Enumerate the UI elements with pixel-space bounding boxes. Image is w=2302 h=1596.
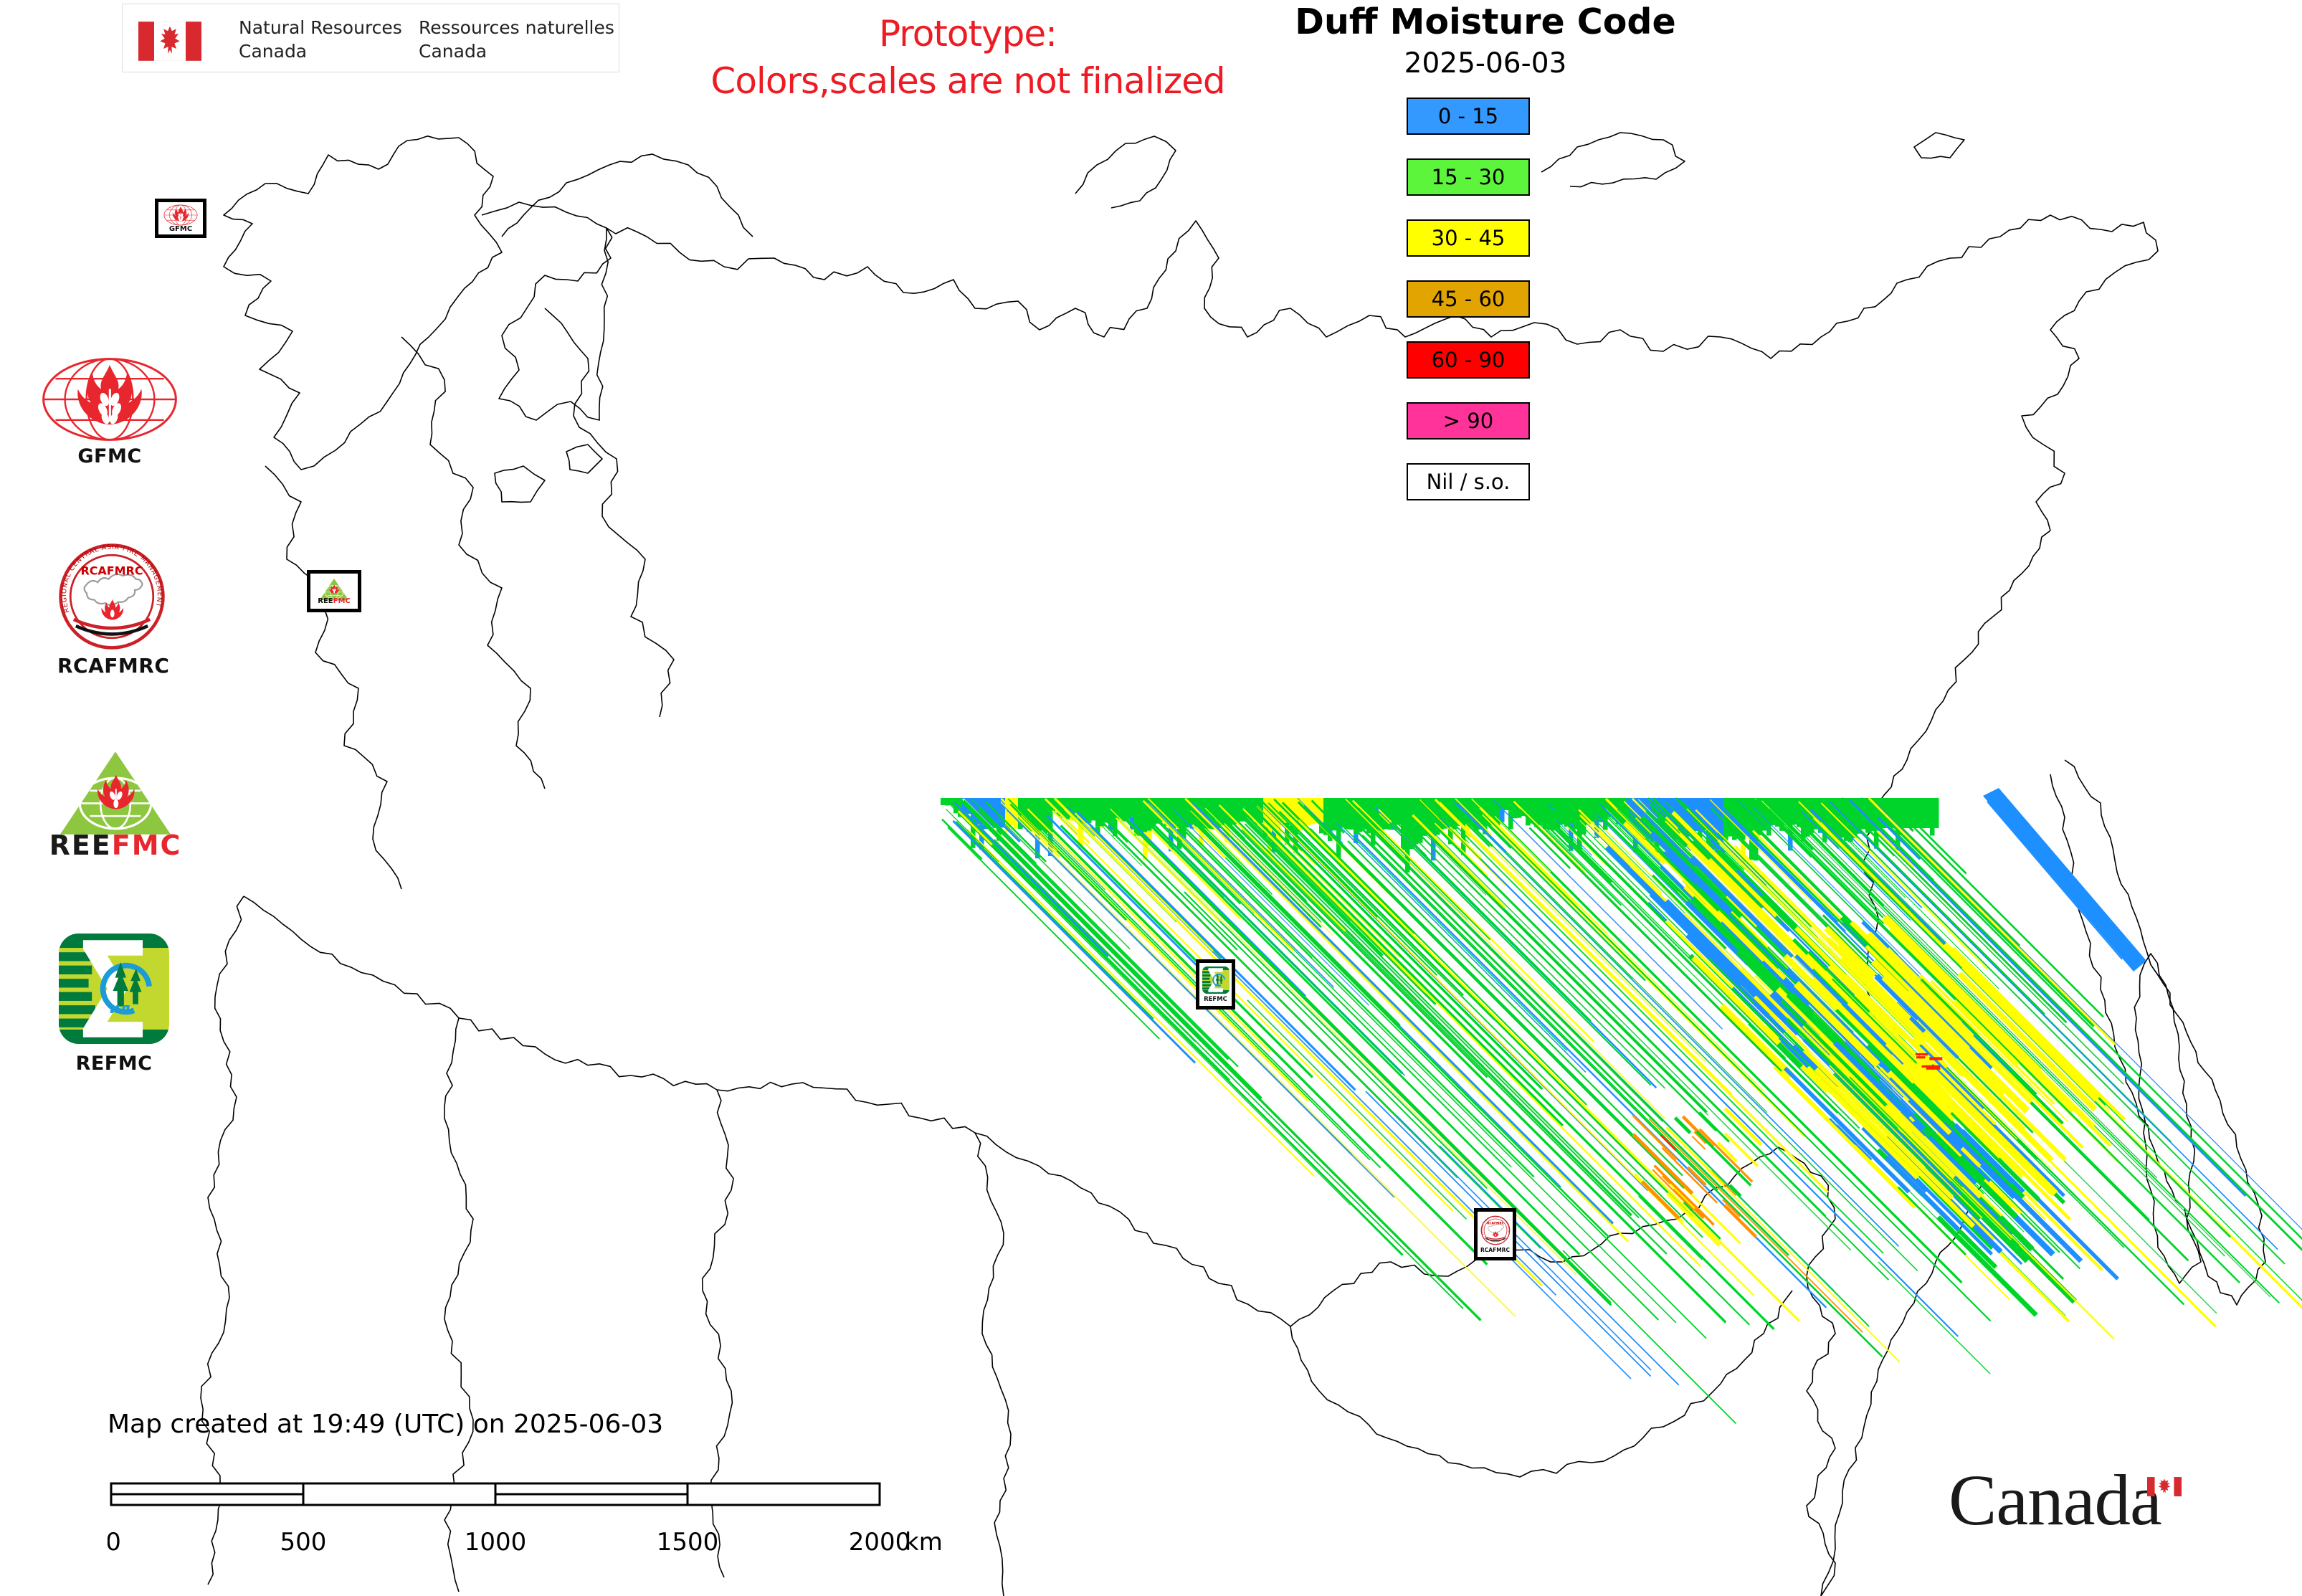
nrcan-signature: Natural Resources Canada Ressources natu… — [122, 4, 619, 72]
canada-wordmark-flag-icon — [2147, 1477, 2182, 1496]
reefmc-wordmark-black: REE — [49, 830, 112, 861]
legend-item-nil: Nil / s.o. — [1407, 463, 1530, 500]
dmc-raster-layer — [941, 788, 2302, 1425]
prototype-warning: Prototype: Colors,scales are not finaliz… — [681, 10, 1255, 105]
gfmc-marker-icon — [162, 204, 199, 226]
refmc-sigma-icon — [56, 934, 172, 1044]
nrcan-fr-line2: Canada — [419, 41, 487, 62]
legend-item-45-60: 45 - 60 — [1407, 280, 1530, 318]
scale-tick-2000: 2000 — [849, 1528, 911, 1557]
nrcan-title-en: Natural Resources Canada — [239, 16, 402, 63]
canada-wordmark-text: Canada — [1949, 1460, 2162, 1540]
canada-wordmark: Canada — [1949, 1464, 2250, 1564]
nrcan-en-line2: Canada — [239, 41, 308, 62]
canada-flag-icon — [138, 22, 201, 61]
refmc-label: REFMC — [75, 1053, 153, 1075]
refmc-marker-icon — [1202, 966, 1230, 994]
scale-unit: km — [905, 1528, 943, 1557]
marker-reefmc-label-black: REE — [318, 597, 333, 605]
marker-reefmc-label-red: FMC — [333, 597, 351, 605]
map-created-text: Map created at 19:49 (UTC) on 2025-06-03 — [108, 1410, 664, 1439]
legend-item-15-30: 15 - 30 — [1407, 158, 1530, 196]
marker-reefmc: REEFMC — [307, 570, 361, 612]
legend-item-30-45: 30 - 45 — [1407, 219, 1530, 257]
scale-tick-1500: 1500 — [657, 1528, 719, 1557]
gfmc-globe-flame-icon — [41, 356, 179, 442]
nrcan-fr-line1: Ressources naturelles — [419, 17, 614, 38]
rcafmrc-label: RCAFMRC — [57, 654, 170, 678]
reefmc-triangle-icon — [39, 749, 191, 837]
nrcan-title-fr: Ressources naturelles Canada — [419, 16, 614, 63]
page-title: Duff Moisture Code — [1295, 1, 1676, 42]
gfmc-logo: GFMC — [41, 356, 179, 467]
refmc-logo: REFMC — [56, 934, 172, 1075]
scale-tick-1000: 1000 — [465, 1528, 527, 1557]
prototype-warning-line2: Colors,scales are not finalized — [710, 60, 1225, 102]
reefmc-wordmark-red: FMC — [111, 830, 182, 861]
reefmc-wordmark: REEFMC — [39, 830, 191, 861]
legend-item-gt90: > 90 — [1407, 402, 1530, 440]
legend: 0 - 15 15 - 30 30 - 45 45 - 60 60 - 90 >… — [1407, 98, 1530, 524]
reefmc-logo: REEFMC — [39, 749, 191, 861]
map-date: 2025-06-03 — [1404, 47, 1567, 80]
nrcan-en-line1: Natural Resources — [239, 17, 402, 38]
marker-refmc: REFMC — [1196, 959, 1235, 1010]
marker-rcafmrc-label: RCAFMRC — [1480, 1247, 1510, 1254]
marker-refmc-label: REFMC — [1204, 996, 1227, 1004]
gfmc-label: GFMC — [77, 445, 142, 467]
prototype-warning-line1: Prototype: — [878, 13, 1057, 54]
scale-bar: 0 500 1000 1500 2000 km — [108, 1482, 943, 1557]
marker-reefmc-label: REEFMC — [318, 597, 351, 605]
scale-tick-0: 0 — [108, 1528, 121, 1557]
marker-gfmc-label: GFMC — [168, 224, 193, 233]
marker-gfmc: GFMC — [155, 199, 206, 238]
marker-rcafmrc: RCAFMRC — [1474, 1208, 1516, 1260]
rcafmrc-logo: RCAFMRC — [57, 542, 170, 678]
rcafmrc-seal-icon — [57, 542, 166, 651]
legend-item-0-15: 0 - 15 — [1407, 98, 1530, 135]
scale-tick-500: 500 — [280, 1528, 327, 1557]
legend-item-60-90: 60 - 90 — [1407, 341, 1530, 379]
rcafmrc-marker-icon — [1480, 1215, 1511, 1245]
